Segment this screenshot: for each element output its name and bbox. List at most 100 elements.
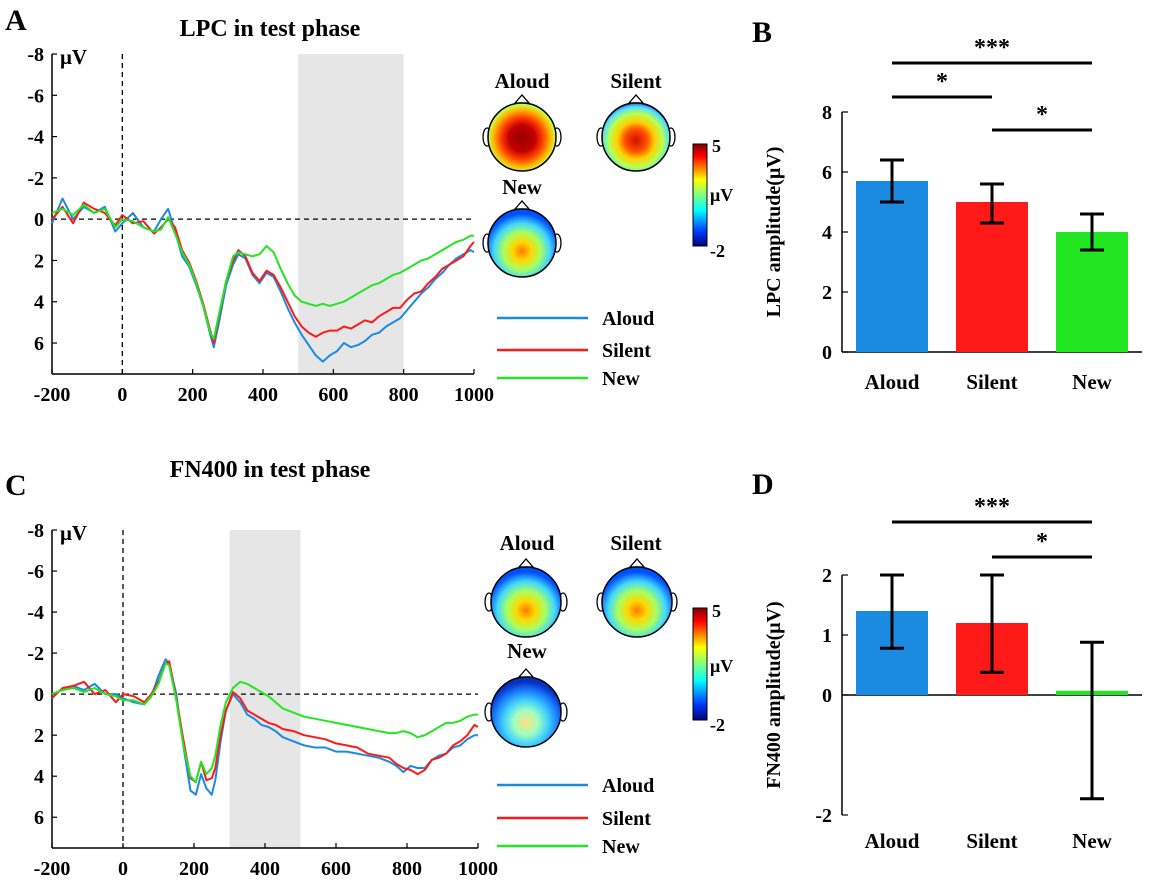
topomap-silent-a — [596, 94, 676, 172]
topomap-aloud-a — [482, 94, 562, 172]
y-tick-label-b: 0 — [822, 342, 832, 364]
y-tick-label-a: -8 — [27, 44, 44, 66]
analysis-window-c — [229, 530, 301, 848]
y-unit-label-c: μV — [60, 521, 87, 545]
erp-line-new-a — [51, 203, 474, 340]
y-tick-label-a: 4 — [34, 292, 44, 314]
y-tick-label-a: -4 — [27, 127, 44, 149]
significance-label-d: *** — [974, 494, 1010, 520]
bar-aloud-b — [856, 181, 928, 352]
significance-label-b: * — [1036, 102, 1048, 128]
y-tick-label-c: -2 — [27, 643, 44, 665]
y-tick-label-a: -6 — [27, 85, 44, 107]
y-tick-label-d: 2 — [822, 565, 832, 587]
y-tick-label-b: 8 — [822, 102, 832, 124]
x-tick-label-c: 800 — [392, 858, 422, 880]
analysis-window-a — [298, 54, 404, 374]
legend-label-silent-a: Silent — [602, 340, 651, 362]
y-tick-label-b: 6 — [822, 162, 832, 184]
y-tick-label-b: 2 — [822, 282, 832, 304]
chart-title-a: LPC in test phase — [180, 16, 361, 42]
colorbar-max-a: 5 — [712, 136, 721, 156]
y-tick-label-c: 4 — [34, 766, 44, 788]
colorbar-unit-c: μV — [710, 656, 733, 676]
panel-label-b: B — [752, 16, 772, 49]
bar-silent-b — [956, 202, 1028, 352]
significance-label-b: *** — [974, 35, 1010, 61]
topomap-label-silent-a: Silent — [610, 69, 661, 93]
x-tick-label-a: 1000 — [454, 384, 494, 406]
topomap-label-silent-c: Silent — [610, 531, 661, 555]
category-label-silent-d: Silent — [966, 829, 1017, 853]
y-tick-label-b: 4 — [822, 222, 832, 244]
panel-label-c: C — [5, 469, 27, 502]
erp-line-silent-c — [51, 660, 479, 784]
chart-title-c: FN400 in test phase — [170, 457, 371, 483]
erp-line-silent-a — [51, 201, 475, 344]
colorbar-min-c: -2 — [710, 715, 725, 735]
category-label-new-d: New — [1072, 829, 1112, 853]
colorbar-max-c: 5 — [712, 601, 721, 621]
legend-c: Aloud Silent New — [497, 775, 654, 858]
colorbar-min-a: -2 — [710, 241, 725, 261]
panel-c: C FN400 in test phase -8 -6 -4 -2 0 2 4 6 μV -200… — [5, 457, 733, 880]
y-tick-label-a: 6 — [34, 333, 44, 355]
legend-label-new-a: New — [602, 368, 640, 390]
topomap-silent-c — [596, 558, 678, 638]
y-tick-label-a: 2 — [34, 250, 44, 272]
panel-a: A LPC in test phase -8 -6 -4 -2 0 2 4 6 μV -200 0 2… — [5, 4, 733, 406]
error-bar-new-d — [1080, 640, 1104, 801]
y-tick-label-d: 0 — [822, 685, 832, 707]
x-tick-label-c: 0 — [118, 858, 128, 880]
y-tick-label-c: -6 — [27, 561, 44, 583]
topomap-label-aloud-a: Aloud — [495, 69, 550, 93]
category-label-aloud-b: Aloud — [865, 370, 920, 394]
colorbar-c: 5 μV -2 — [692, 601, 733, 735]
panel-label-d: D — [752, 468, 774, 501]
x-tick-label-c: 400 — [250, 858, 280, 880]
y-tick-label-c: 0 — [34, 684, 44, 706]
topomap-new-c — [484, 668, 568, 748]
colorbar-a: 5 μV -2 — [692, 136, 733, 261]
y-tick-label-c: -4 — [27, 602, 44, 624]
x-tick-label-a: 200 — [178, 384, 208, 406]
x-tick-label-c: 1000 — [458, 858, 498, 880]
y-tick-label-a: 0 — [34, 209, 44, 231]
legend-label-aloud-a: Aloud — [602, 308, 654, 330]
category-label-aloud-d: Aloud — [865, 829, 920, 853]
category-label-new-b: New — [1072, 370, 1112, 394]
error-bar-silent-b — [980, 182, 1004, 225]
erp-plot-c: -8 -6 -4 -2 0 2 4 6 μV -200 0 200 400 600 800 1000 — [27, 520, 498, 880]
y-unit-label-a: μV — [60, 45, 87, 69]
significance-label-d: * — [1036, 529, 1048, 555]
y-axis-title-d: FN400 amplitude(μV) — [763, 601, 785, 788]
y-tick-label-c: -8 — [27, 520, 44, 542]
y-axis-title-b: LPC amplitude(μV) — [763, 147, 785, 318]
y-tick-label-c: 2 — [34, 725, 44, 747]
x-tick-label-c: 200 — [179, 858, 209, 880]
error-bar-silent-d — [980, 573, 1004, 674]
y-tick-label-a: -2 — [27, 168, 44, 190]
legend-label-silent-c: Silent — [602, 808, 651, 830]
significance-label-b: * — [936, 69, 948, 95]
y-tick-label-d: 1 — [822, 625, 832, 647]
x-tick-label-a: 0 — [117, 384, 127, 406]
colorbar-unit-a: μV — [710, 185, 733, 205]
error-bar-aloud-b — [880, 158, 904, 204]
panel-label-a: A — [5, 4, 27, 37]
x-tick-label-a: -200 — [34, 384, 71, 406]
topomap-new-a — [482, 200, 562, 278]
topomap-aloud-c — [484, 558, 568, 638]
y-tick-label-d: -2 — [815, 805, 832, 827]
x-tick-label-c: -200 — [34, 858, 71, 880]
error-bar-aloud-d — [880, 573, 904, 650]
topomap-label-new-c: New — [507, 639, 547, 663]
category-label-silent-b: Silent — [966, 370, 1017, 394]
error-bar-new-b — [1080, 212, 1104, 252]
x-tick-label-c: 600 — [321, 858, 351, 880]
topomap-label-new-a: New — [502, 175, 542, 199]
bar-new-b — [1056, 232, 1128, 352]
